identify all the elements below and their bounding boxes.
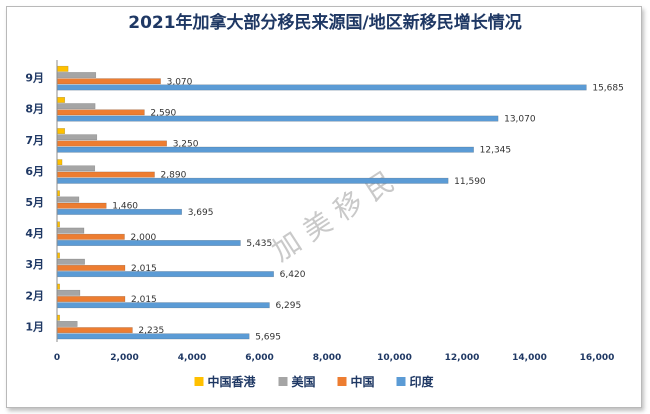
x-tick-label: 8,000 xyxy=(313,353,341,363)
y-tick-label: 1月 xyxy=(25,320,44,333)
x-tick-label: 14,000 xyxy=(512,353,547,363)
data-label: 6,420 xyxy=(280,270,306,280)
bar-0-6 xyxy=(56,128,66,135)
data-label: 2,235 xyxy=(138,326,164,336)
data-label: 2,590 xyxy=(150,108,176,118)
bar-3-4 xyxy=(56,208,182,215)
data-label: 5,695 xyxy=(255,332,281,342)
bar-3-3 xyxy=(56,240,241,246)
bar-3-1 xyxy=(56,302,270,309)
x-tick-label: 6,000 xyxy=(245,353,273,363)
bar-2-3 xyxy=(56,233,125,240)
bar-0-8 xyxy=(56,65,69,72)
bar-1-2 xyxy=(56,258,85,265)
data-label: 2,000 xyxy=(131,233,157,243)
bar-2-8 xyxy=(56,78,161,85)
bar-2-7 xyxy=(56,109,145,116)
data-label: 2,015 xyxy=(131,264,157,274)
bar-3-5 xyxy=(56,177,449,184)
x-tick-label: 0 xyxy=(54,353,60,363)
legend-swatch xyxy=(278,377,288,386)
bar-0-7 xyxy=(56,97,66,103)
y-tick-label: 6月 xyxy=(25,165,44,178)
bar-1-4 xyxy=(56,196,80,203)
y-tick-label: 2月 xyxy=(25,289,44,302)
data-label: 3,070 xyxy=(167,77,193,87)
legend-swatch xyxy=(337,377,347,386)
x-tick-label: 16,000 xyxy=(580,353,615,363)
data-label: 3,695 xyxy=(188,208,214,218)
bar-2-6 xyxy=(56,140,167,147)
data-label: 3,250 xyxy=(173,139,199,149)
bar-2-1 xyxy=(56,296,126,302)
bar-2-4 xyxy=(56,202,107,209)
data-label: 13,070 xyxy=(504,115,536,125)
legend-label: 印度 xyxy=(410,374,435,389)
y-tick-label: 4月 xyxy=(25,227,44,240)
data-label: 2,015 xyxy=(131,295,157,305)
bar-1-0 xyxy=(56,320,78,327)
bar-1-6 xyxy=(56,134,98,141)
legend-label: 中国 xyxy=(351,374,375,389)
data-label: 12,345 xyxy=(480,146,512,156)
data-label: 15,685 xyxy=(592,83,624,93)
x-tick-label: 4,000 xyxy=(178,353,206,363)
x-tick-label: 2,000 xyxy=(110,353,138,363)
y-tick-label: 9月 xyxy=(25,72,44,85)
x-tick-label: 12,000 xyxy=(445,353,480,363)
bar-3-6 xyxy=(56,146,474,153)
bar-2-0 xyxy=(56,327,133,334)
data-label: 6,295 xyxy=(275,301,301,311)
bar-3-7 xyxy=(56,115,499,122)
bar-1-7 xyxy=(56,103,96,110)
legend-swatch xyxy=(396,377,406,386)
data-label: 5,435 xyxy=(246,239,272,249)
bar-3-8 xyxy=(56,84,587,91)
legend-label: 美国 xyxy=(292,374,316,389)
data-label: 1,460 xyxy=(112,202,138,212)
legend-swatch xyxy=(194,377,204,386)
bar-1-5 xyxy=(56,165,96,172)
y-tick-label: 3月 xyxy=(25,258,44,271)
y-tick-label: 5月 xyxy=(25,196,44,209)
bar-3-0 xyxy=(56,333,250,340)
x-tick-label: 10,000 xyxy=(377,353,412,363)
chart-title: 2021年加拿大部分移民来源国/地区新移民增长情况 xyxy=(128,13,522,33)
bar-0-5 xyxy=(56,159,63,166)
bar-1-8 xyxy=(56,72,97,79)
bar-3-2 xyxy=(56,271,274,278)
bar-2-2 xyxy=(56,264,126,271)
y-tick-label: 7月 xyxy=(25,134,44,147)
bar-1-1 xyxy=(56,289,81,296)
data-label: 11,590 xyxy=(454,177,486,187)
bar-1-3 xyxy=(56,227,85,234)
data-label: 2,890 xyxy=(161,171,187,181)
chart-frame xyxy=(6,6,642,408)
y-tick-label: 8月 xyxy=(25,103,44,116)
bar-2-5 xyxy=(56,171,155,178)
legend-label: 中国香港 xyxy=(208,374,257,389)
